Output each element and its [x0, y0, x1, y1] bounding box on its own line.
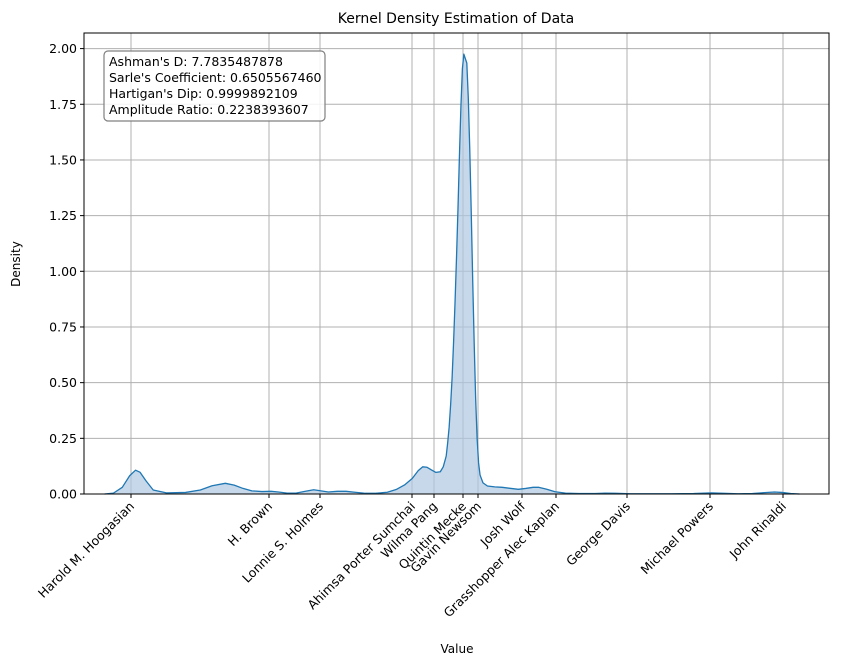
stats-amplitude-ratio: Amplitude Ratio: 0.2238393607	[109, 102, 309, 117]
x-tick-label: H. Brown	[225, 499, 275, 549]
stats-ashmans-d: Ashman's D: 7.7835487878	[109, 54, 283, 69]
x-axis-label: Value	[441, 642, 474, 656]
plot-frame	[83, 32, 830, 495]
y-tick-label: 1.25	[49, 208, 77, 223]
stats-hartigans-dip: Hartigan's Dip: 0.9999892109	[109, 86, 298, 101]
y-axis-label: Density	[9, 241, 23, 287]
density-area	[104, 54, 800, 494]
x-tick-label: Michael Powers	[638, 499, 717, 578]
y-tick-label: 1.50	[49, 152, 77, 167]
y-tick-label: 0.00	[49, 487, 77, 502]
y-tick-label: 1.00	[49, 264, 77, 279]
x-tick-label: Harold M. Hoogasian	[35, 499, 137, 601]
y-tick-label: 0.50	[49, 375, 77, 390]
x-tick-label: John Rinaldi	[726, 499, 789, 562]
stats-annotation-box: Ashman's D: 7.7835487878 Sarle's Coeffic…	[103, 50, 326, 122]
y-tick-label: 0.25	[49, 431, 77, 446]
y-tick-label: 1.75	[49, 97, 77, 112]
y-tick-label: 0.75	[49, 319, 77, 334]
y-tick-label: 2.00	[49, 41, 77, 56]
x-tick-label: George Davis	[563, 499, 633, 569]
chart-title: Kernel Density Estimation of Data	[338, 11, 574, 27]
stats-sarles-coefficient: Sarle's Coefficient: 0.6505567460	[109, 70, 322, 85]
stats-annotation-background	[103, 50, 326, 122]
